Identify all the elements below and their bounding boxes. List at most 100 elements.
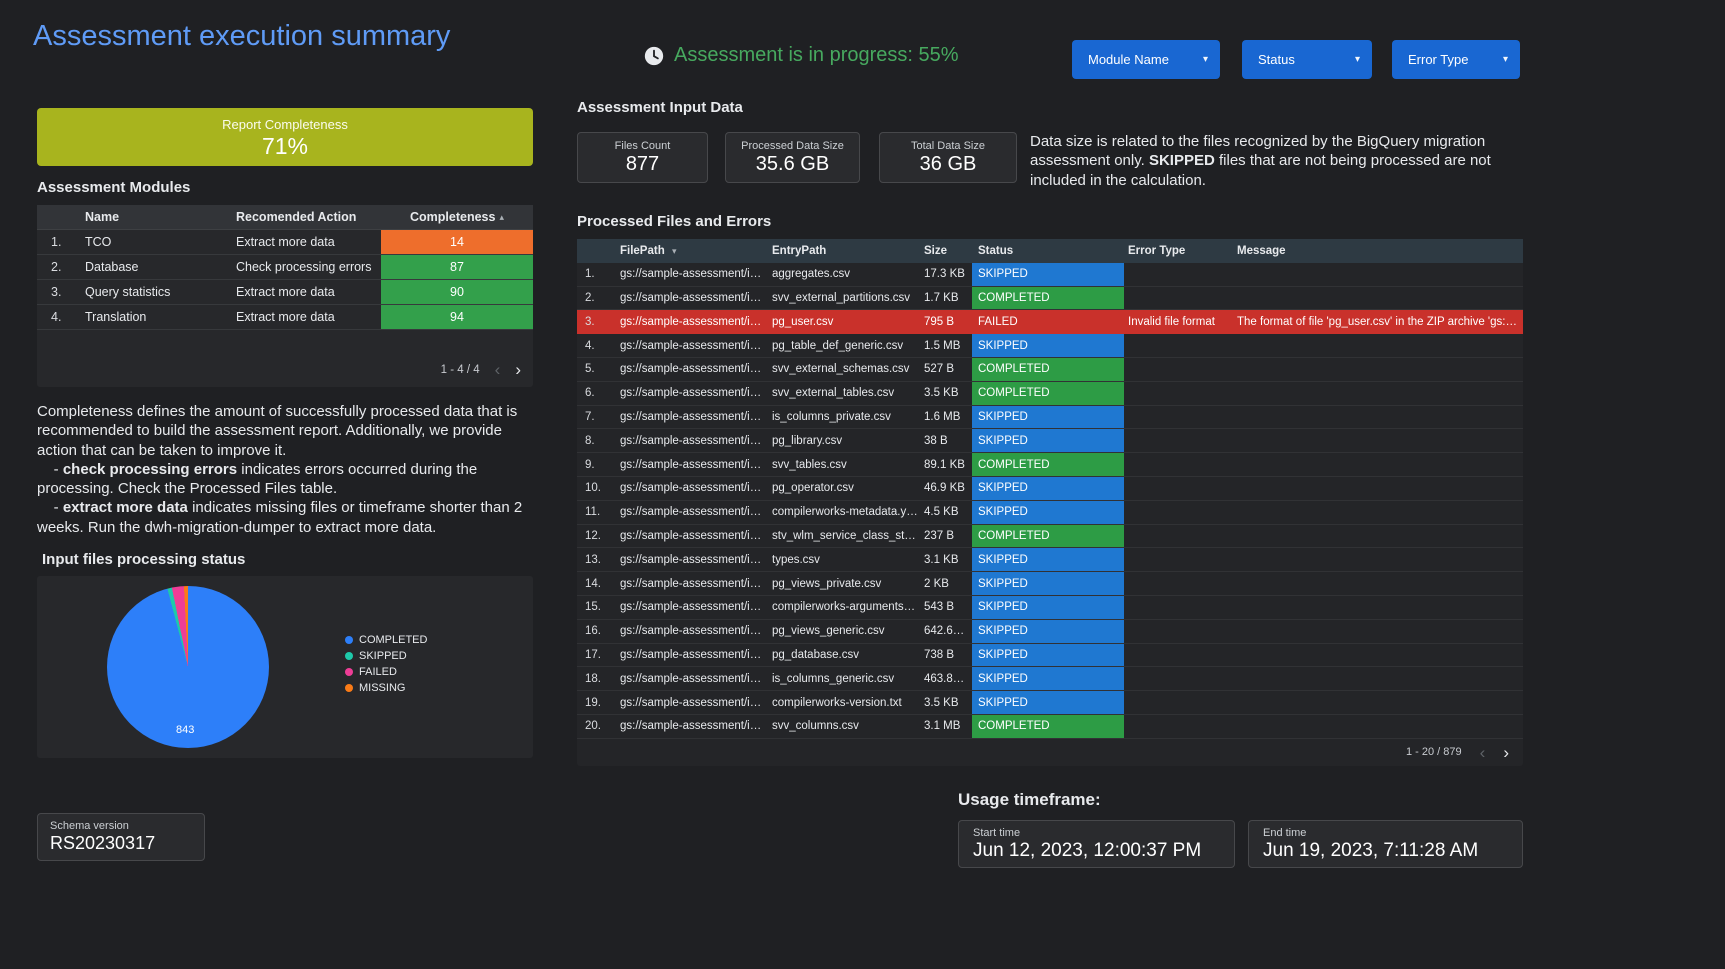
file-row-index: 16. [585,625,601,638]
processed-data-size-label: Processed Data Size [741,140,844,152]
file-error-type: Invalid file format [1128,316,1215,329]
processed-data-size-value: 35.6 GB [755,153,830,175]
file-path: gs://sample-assessment/input… [620,268,772,281]
file-row[interactable]: 6. gs://sample-assessment/input… svv_exter… [577,381,1523,406]
file-size: 3.5 KB [924,696,959,709]
module-row-index: 2. [51,260,62,274]
col-filepath[interactable]: FilePath ▾ [620,245,772,257]
next-page-icon[interactable]: › [1503,742,1509,762]
file-entry-path: svv_external_schemas.csv [772,363,910,376]
module-row[interactable]: 2. Database Check processing errors 87 [37,255,533,280]
file-row-index: 14. [585,577,601,590]
file-status-badge: SKIPPED [972,500,1124,524]
report-completeness-label: Report Completeness [222,117,348,132]
pie-card: 843 COMPLETED SKIPPED FAILED MISSING [37,576,533,759]
file-status-badge: SKIPPED [972,405,1124,429]
file-row[interactable]: 18. gs://sample-assessment/input… is_colum… [577,667,1523,692]
module-name: Translation [85,310,147,324]
file-path: gs://sample-assessment/input… [620,577,772,590]
col-size[interactable]: Size [924,244,948,257]
col-name[interactable]: Name [85,210,120,224]
file-row[interactable]: 8. gs://sample-assessment/input… pg_librar… [577,429,1523,454]
caret-down-icon: ▾ [1354,54,1360,65]
file-size: 38 B [924,434,948,447]
filter-error-type-label: Error Type [1408,52,1469,67]
legend-item[interactable]: SKIPPED [345,650,427,662]
file-row-index: 13. [585,553,601,566]
file-row-index: 9. [585,458,595,471]
file-entry-path: svv_external_partitions.csv [772,292,911,305]
col-recomended-action[interactable]: Recomended Action [236,210,357,224]
file-row[interactable]: 2. gs://sample-assessment/input… svv_exter… [577,286,1523,311]
filter-module-name[interactable]: Module Name ▾ [1072,40,1220,79]
file-size: 3.1 MB [924,720,961,733]
file-row[interactable]: 5. gs://sample-assessment/input… svv_exter… [577,358,1523,382]
col-entrypath[interactable]: EntryPath [772,244,827,257]
prev-page-icon[interactable]: ‹ [494,360,501,379]
modules-table: Name Recomended Action Completeness ▴ 1.… [37,205,533,387]
completeness-description: Completeness defines the amount of succe… [37,403,527,536]
file-row[interactable]: 10. gs://sample-assessment/input… pg_opera… [577,477,1523,501]
file-row[interactable]: 7. gs://sample-assessment/input… is_column… [577,405,1523,430]
file-row[interactable]: 13. gs://sample-assessment/input… types.cs… [577,548,1523,573]
file-row[interactable]: 12. gs://sample-assessment/input… stv_wlm_… [577,524,1523,549]
file-row[interactable]: 19. gs://sample-assessment/input… compiler… [577,691,1523,716]
filter-status-label: Status [1258,52,1295,67]
file-entry-path: aggregates.csv [772,268,850,281]
file-row[interactable]: 9. gs://sample-assessment/input… svv_table… [577,453,1523,478]
file-entry-path: pg_operator.csv [772,482,854,495]
legend-item[interactable]: COMPLETED [345,634,427,646]
caret-down-icon: ▾ [1502,54,1508,65]
next-page-icon[interactable]: › [515,360,521,379]
assessment-progress: Assessment is in progress: 55% [643,44,959,67]
file-row[interactable]: 14. gs://sample-assessment/input… pg_views… [577,572,1523,597]
col-status[interactable]: Status [978,244,1014,257]
file-row-index: 12. [585,530,601,543]
file-row[interactable]: 20. gs://sample-assessment/input… svv_colu… [577,715,1523,739]
file-row-index: 19. [585,696,601,709]
file-row-index: 18. [585,672,601,685]
file-row[interactable]: 15. gs://sample-assessment/input… compiler… [577,596,1523,620]
pie-heading: Input files processing status [42,551,246,569]
usage-timeframe-heading: Usage timeframe: [958,789,1101,809]
pie-slice-label: 843 [176,724,195,737]
file-row-index: 17. [585,649,601,662]
file-row[interactable]: 11. gs://sample-assessment/input… compiler… [577,500,1523,525]
module-row[interactable]: 1. TCO Extract more data 14 [37,230,533,255]
module-name: Query statistics [85,285,171,299]
prev-page-icon[interactable]: ‹ [1479,742,1486,762]
module-completeness-value: 90 [381,280,533,304]
file-row[interactable]: 16. gs://sample-assessment/input… pg_views… [577,619,1523,644]
legend-item[interactable]: MISSING [345,682,427,694]
filter-error-type[interactable]: Error Type ▾ [1392,40,1520,79]
file-path: gs://sample-assessment/input… [620,530,772,543]
end-time-label: End time [1263,826,1307,839]
file-status-badge: COMPLETED [972,381,1124,405]
clock-icon [644,46,664,65]
col-error-type[interactable]: Error Type [1128,244,1186,257]
file-row[interactable]: 17. gs://sample-assessment/input… pg_datab… [577,643,1523,668]
module-row[interactable]: 3. Query statistics Extract more data 90 [37,280,533,305]
file-path: gs://sample-assessment/input… [620,720,772,733]
filter-status[interactable]: Status ▾ [1242,40,1372,79]
legend-item[interactable]: FAILED [345,666,427,678]
module-row[interactable]: 4. Translation Extract more data 94 [37,305,533,330]
file-size: 46.9 KB [924,482,965,495]
file-size: 527 B [924,363,955,376]
file-status-badge: SKIPPED [972,619,1124,643]
file-status-badge: SKIPPED [972,643,1124,667]
file-row-index: 6. [585,387,595,400]
col-message[interactable]: Message [1237,244,1286,257]
col-completeness[interactable]: Completeness ▴ [381,210,533,224]
file-row[interactable]: 4. gs://sample-assessment/input… pg_table_… [577,334,1523,359]
files-count-value: 877 [625,153,660,175]
left-column: Report Completeness 71% Assessment Modul… [37,108,533,862]
file-row[interactable]: 1. gs://sample-assessment/input… aggregate… [577,262,1523,287]
input-data-heading: Assessment Input Data [577,99,743,116]
modules-pagination-label: 1 - 4 / 4 [440,363,480,376]
file-row[interactable]: 3. gs://sample-assessment/input… pg_user.c… [577,310,1523,335]
pie-chart[interactable] [107,586,269,749]
filter-module-name-label: Module Name [1088,52,1169,67]
schema-version-value: RS20230317 [50,833,156,854]
files-table: FilePath ▾ EntryPath Size Status Error T… [577,238,1523,766]
